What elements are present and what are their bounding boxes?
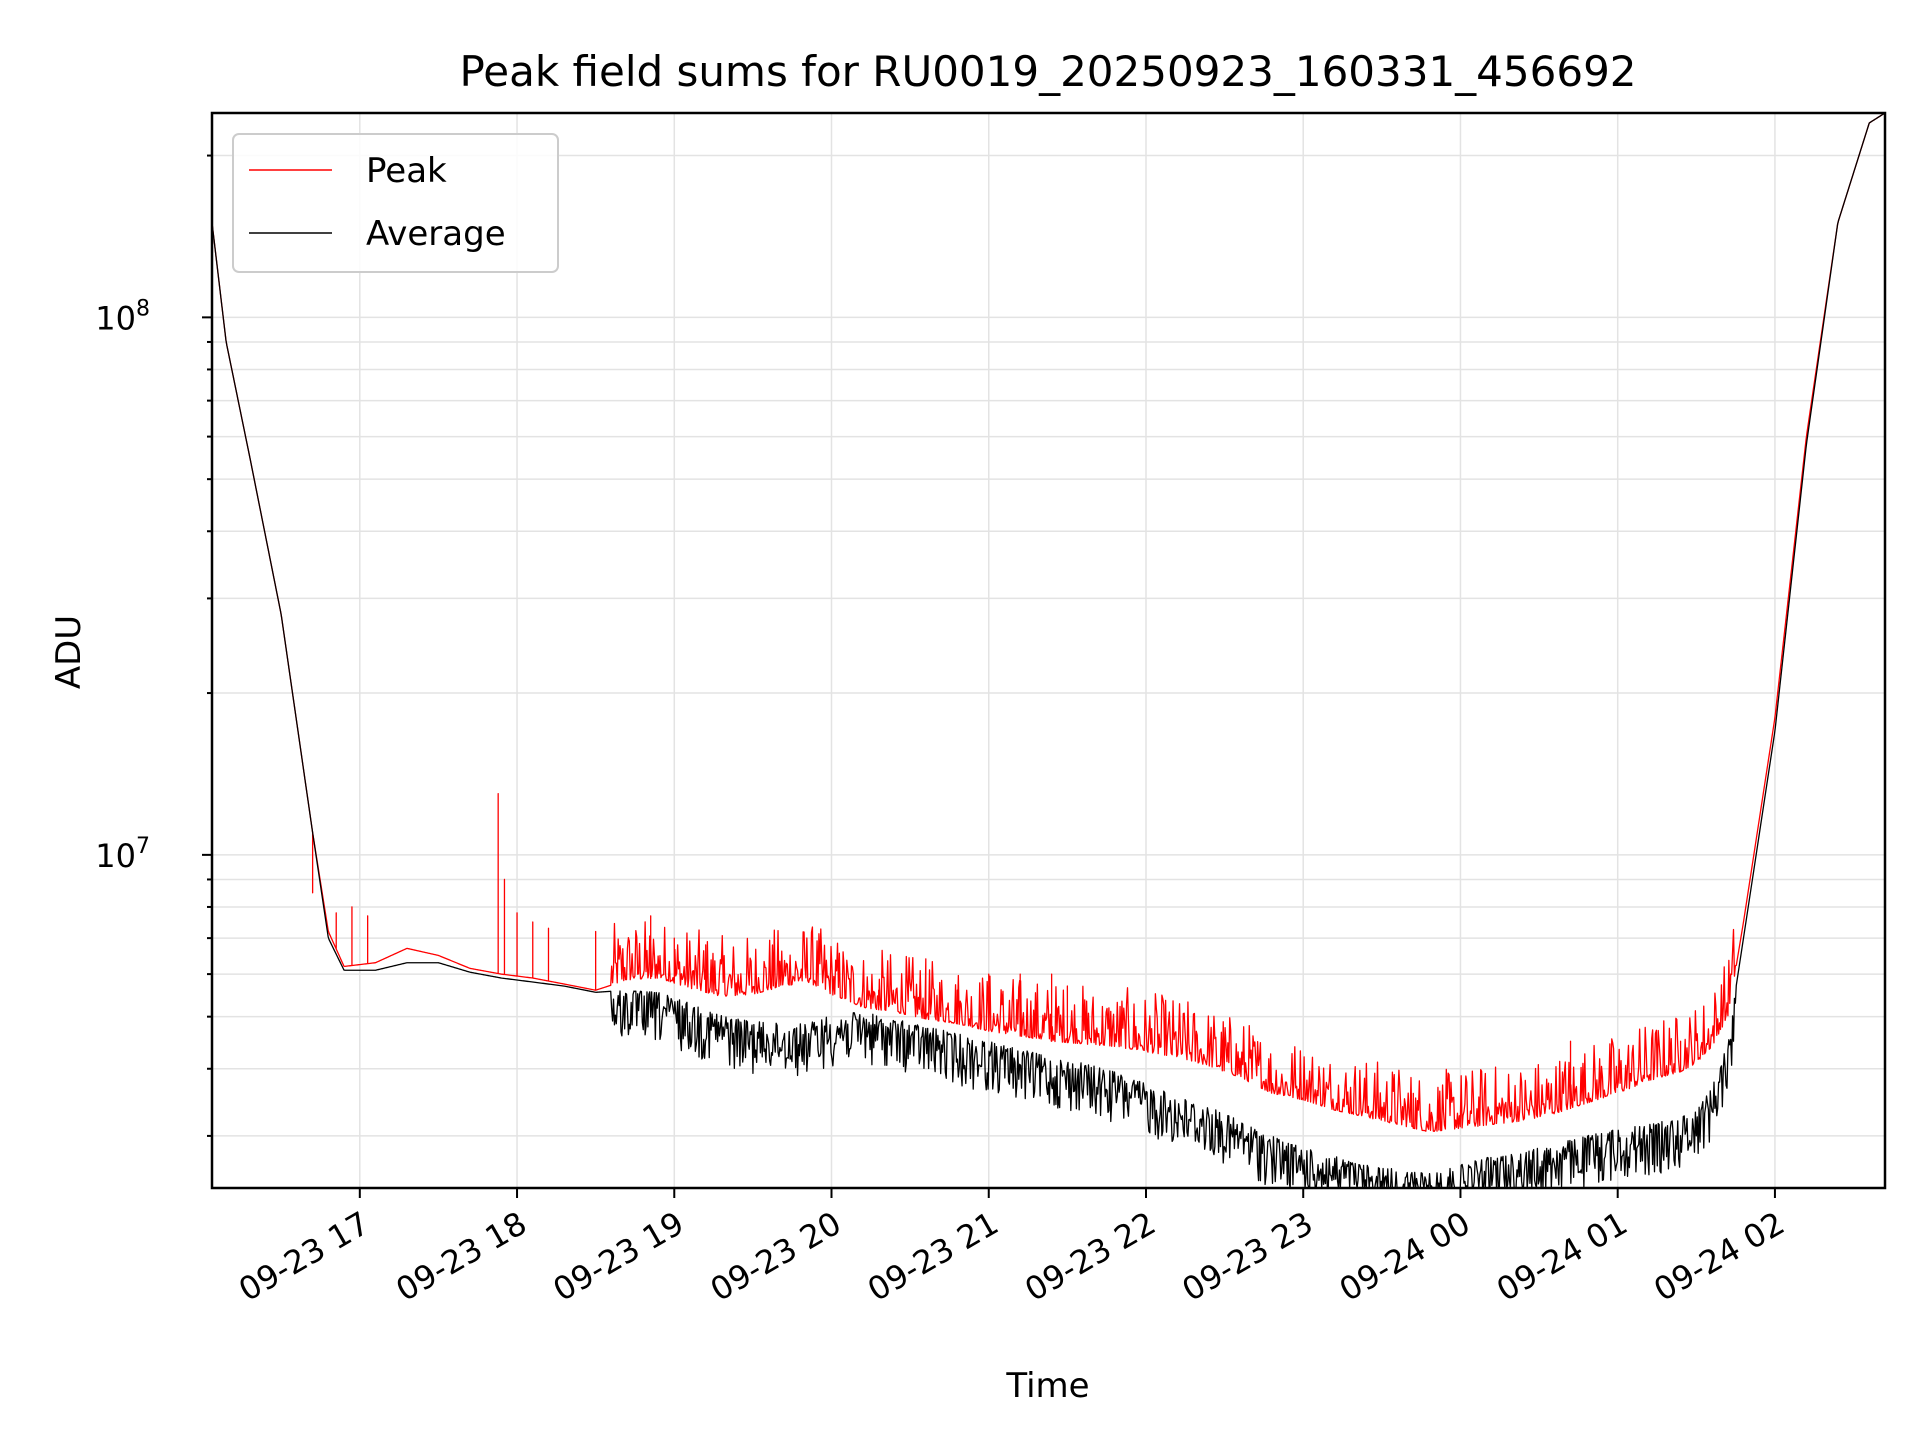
x-tick-label: 09-23 19 (547, 1204, 691, 1309)
y-tick-label: 107 (95, 834, 150, 875)
series-line-average (212, 113, 1885, 1188)
x-tick-label: 09-24 00 (1333, 1204, 1477, 1309)
y-tick-exponent: 8 (136, 296, 150, 321)
x-tick-label: 09-24 01 (1490, 1204, 1634, 1309)
chart-title: Peak field sums for RU0019_20250923_1603… (459, 47, 1636, 96)
x-tick-label: 09-23 23 (1176, 1204, 1320, 1309)
x-tick-label: 09-23 17 (232, 1204, 376, 1309)
series-layer (212, 113, 1885, 1188)
x-tick-label: 09-23 21 (861, 1204, 1005, 1309)
x-tick-label: 09-23 18 (389, 1204, 533, 1309)
y-tick-exponent: 7 (136, 834, 150, 859)
x-tick-label: 09-24 02 (1647, 1204, 1791, 1309)
legend-peak-label: Peak (366, 151, 447, 191)
y-axis-label: ADU (49, 615, 89, 689)
x-tick-label: 09-23 22 (1018, 1204, 1162, 1309)
legend-box (232, 133, 559, 273)
y-tick-label: 108 (95, 296, 150, 337)
x-axis-label: Time (1005, 1366, 1089, 1406)
series-line-peak (212, 113, 1885, 1133)
legend: Peak Average (232, 133, 559, 273)
plot-frame (210, 111, 1887, 1190)
x-tick-label: 09-23 20 (704, 1204, 848, 1309)
legend-average-label: Average (366, 214, 506, 254)
